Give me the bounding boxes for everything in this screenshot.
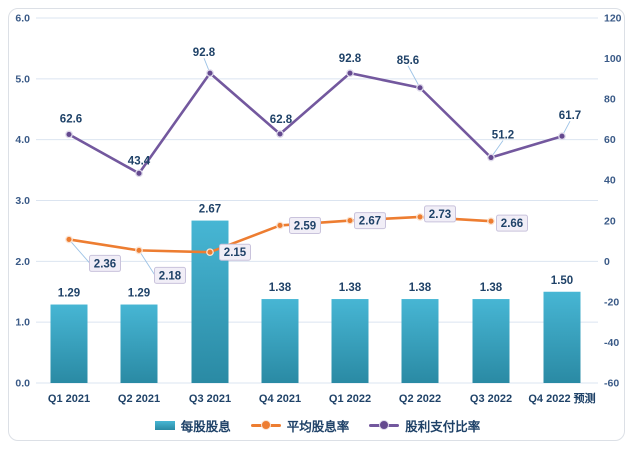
- right-axis-tick: -60: [604, 378, 619, 390]
- purple-line-swatch-icon: [369, 420, 400, 430]
- bar-swatch-icon: [154, 420, 175, 430]
- yield-label-box: [154, 266, 186, 284]
- right-axis-tick: 120: [604, 13, 622, 25]
- orange-marker-icon: [260, 420, 271, 430]
- yield-label-box: [219, 243, 251, 261]
- purple-marker-icon: [487, 153, 495, 162]
- yield-value-label: 2.66: [501, 218, 523, 230]
- yield-label-box: [424, 205, 456, 223]
- yield-label-box: [89, 254, 121, 272]
- yield-value-label: 2.36: [94, 258, 116, 270]
- legend-label-dps: 每股股息: [180, 419, 231, 434]
- right-axis-tick: 100: [604, 53, 622, 65]
- payout-ratio-line: [67, 71, 564, 175]
- right-axis-tick: -20: [604, 296, 619, 308]
- orange-marker-icon: [346, 216, 354, 225]
- right-axis-tick: 80: [604, 94, 616, 106]
- x-axis-label: Q3 2022: [470, 393, 512, 405]
- yield-value-label: 2.73: [429, 209, 451, 221]
- yield-label-box: [289, 216, 321, 234]
- purple-marker-icon: [346, 69, 354, 78]
- yield-value-label: 2.18: [159, 270, 182, 282]
- x-axis-label: Q1 2022: [329, 393, 371, 405]
- bar: [120, 304, 158, 383]
- right-axis-tick: 0: [604, 256, 610, 268]
- payout-value-label: 43.4: [128, 155, 151, 167]
- purple-marker-icon: [135, 169, 143, 178]
- payout-value-label: 61.7: [559, 110, 581, 122]
- legend-label-payout: 股利支付比率: [405, 419, 481, 434]
- bar-value-label: 2.67: [199, 204, 221, 216]
- right-axis-tick: -40: [604, 337, 619, 349]
- bar-value-label: 1.38: [339, 282, 362, 294]
- bar-value-label: 1.38: [480, 282, 503, 294]
- yield-label-box: [354, 212, 386, 230]
- bar-value-label: 1.38: [409, 282, 432, 294]
- left-axis-tick: 1.0: [15, 317, 30, 329]
- line-markers: [65, 69, 566, 257]
- chart-legend: 每股股息 平均股息率 股利支付比率: [0, 414, 635, 436]
- legend-item-avg-yield: 平均股息率: [250, 416, 350, 435]
- orange-marker-icon: [135, 246, 143, 255]
- purple-marker-icon: [206, 69, 214, 78]
- x-axis-label: Q4 2021: [259, 393, 301, 405]
- left-axis-tick: 2.0: [15, 256, 30, 268]
- bar-value-label: 1.38: [269, 282, 292, 294]
- orange-marker-icon: [487, 217, 495, 226]
- x-axis-label: Q4 2022 预测: [528, 391, 595, 405]
- purple-marker-icon: [558, 132, 566, 141]
- bar: [261, 299, 299, 383]
- right-axis-tick: 60: [604, 134, 616, 146]
- yield-label-box: [496, 214, 528, 232]
- x-axis-label: Q3 2021: [189, 393, 231, 405]
- bar-value-label: 1.29: [128, 288, 150, 300]
- payout-value-label: 62.6: [60, 113, 82, 125]
- bar-value-label: 1.50: [551, 275, 573, 287]
- bar: [50, 304, 88, 383]
- left-axis-tick: 3.0: [15, 195, 30, 207]
- payout-value-label: 92.8: [339, 53, 362, 65]
- leader-line: [68, 239, 91, 264]
- legend-item-payout: 股利支付比率: [369, 416, 480, 435]
- purple-marker-icon: [65, 130, 73, 139]
- bar-value-label: 1.29: [58, 288, 80, 300]
- right-axis-tick: 20: [604, 215, 616, 227]
- bar: [401, 299, 439, 383]
- x-axis-label: Q1 2021: [48, 393, 90, 405]
- data-labels: 1.29 1.29 2.67 1.38 1.38 1.38 1.38 1.50 62.6 43.4…: [58, 47, 581, 299]
- left-axis-tick: 5.0: [15, 73, 30, 85]
- leader-line: [138, 250, 156, 276]
- x-axis-label: Q2 2022: [399, 393, 441, 405]
- bar-series: [50, 220, 581, 383]
- x-axis-label: Q2 2021: [118, 393, 160, 405]
- orange-marker-icon: [65, 235, 73, 244]
- orange-marker-icon: [206, 248, 214, 257]
- legend-label-avg-yield: 平均股息率: [286, 419, 350, 434]
- left-axis-tick: 6.0: [15, 13, 30, 25]
- yield-value-label: 2.59: [294, 220, 316, 232]
- purple-marker-icon: [379, 420, 390, 430]
- yield-value-label: 2.67: [359, 216, 381, 228]
- payout-value-label: 92.8: [193, 47, 216, 59]
- orange-line-swatch-icon: [250, 420, 281, 430]
- bar: [543, 291, 581, 383]
- leader-line: [407, 65, 421, 88]
- payout-value-label: 85.6: [397, 55, 419, 67]
- purple-marker-icon: [276, 130, 284, 138]
- payout-value-label: 62.8: [270, 114, 293, 126]
- left-axis-tick: 0.0: [15, 378, 30, 390]
- yield-value-label: 2.15: [224, 247, 247, 259]
- right-axis-tick: 40: [604, 175, 616, 187]
- payout-value-label: 51.2: [492, 130, 514, 142]
- purple-marker-icon: [416, 83, 424, 92]
- gridlines: [36, 17, 598, 384]
- legend-item-dps: 每股股息: [154, 416, 231, 435]
- orange-marker-icon: [276, 221, 284, 230]
- bar: [472, 299, 510, 383]
- bar: [331, 299, 369, 383]
- axis-tick-labels: 0.0 1.0 2.0 3.0 4.0 5.0 6.0 -60 -40 -20 0 20 40 60 80 1…: [15, 13, 621, 406]
- left-axis-tick: 4.0: [15, 134, 30, 146]
- orange-marker-icon: [416, 213, 424, 221]
